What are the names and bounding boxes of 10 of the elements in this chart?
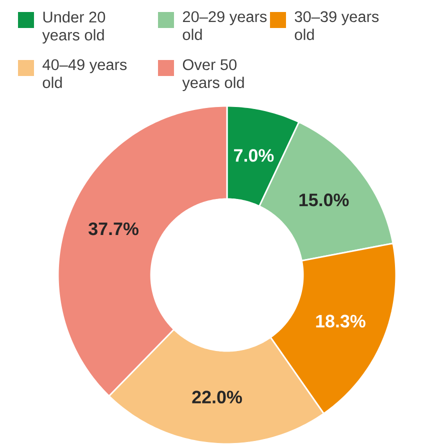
legend-label: 30–39 years old: [294, 11, 379, 40]
legend-label: Under 20 years old: [42, 11, 106, 44]
data-label: 22.0%: [192, 390, 242, 404]
data-label: 18.3%: [316, 314, 366, 328]
legend-label: Over 50 years old: [182, 59, 244, 92]
legend-label: 20–29 years old: [182, 11, 267, 40]
data-label: 7.0%: [234, 149, 274, 162]
data-label: 37.7%: [88, 222, 138, 236]
legend-label: 40–49 years old: [42, 59, 127, 88]
data-label: 15.0%: [299, 194, 349, 206]
